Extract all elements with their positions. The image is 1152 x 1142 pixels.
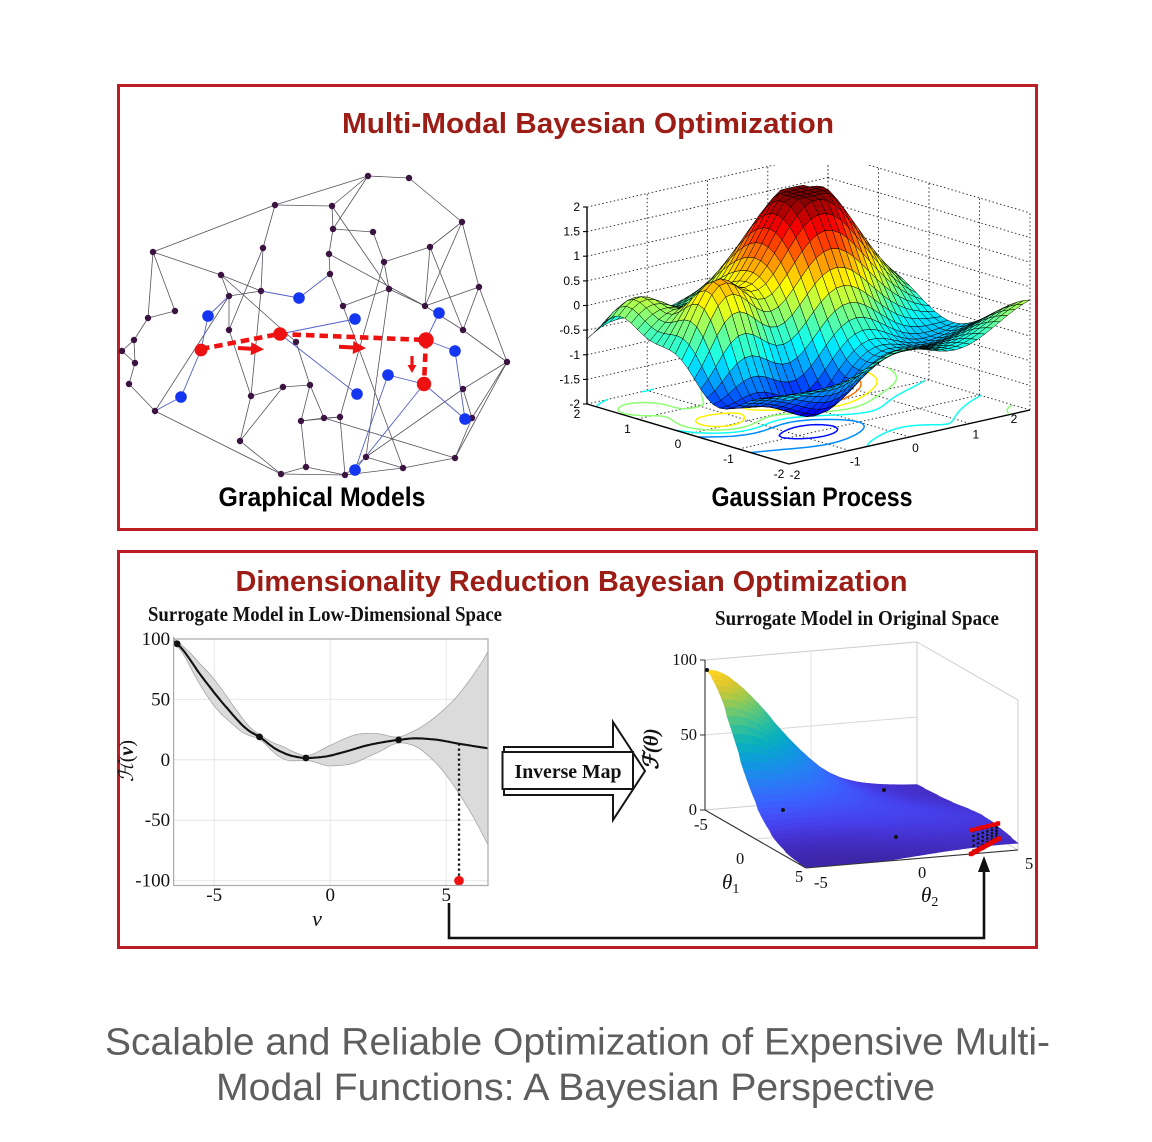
svg-text:-2: -2: [569, 397, 580, 411]
svg-text:Surrogate Model in Original Sp: Surrogate Model in Original Space: [715, 606, 999, 630]
svg-text:ℱ(θ): ℱ(θ): [639, 728, 663, 769]
svg-text:1: 1: [624, 422, 631, 436]
svg-text:Multi-Modal Bayesian Optimizat: Multi-Modal Bayesian Optimization: [342, 108, 834, 140]
svg-text:50: 50: [151, 689, 170, 710]
svg-text:Modal Functions: A Bayesian Pe: Modal Functions: A Bayesian Perspective: [216, 1067, 935, 1109]
svg-text:5: 5: [1025, 854, 1033, 873]
svg-text:-100: -100: [135, 871, 170, 892]
svg-text:50: 50: [681, 725, 698, 744]
svg-text:-1: -1: [569, 348, 580, 362]
svg-text:-5: -5: [694, 815, 708, 834]
svg-text:Inverse Map: Inverse Map: [515, 761, 622, 783]
svg-text:0: 0: [918, 863, 926, 882]
svg-text:0: 0: [161, 750, 171, 771]
svg-text:0: 0: [689, 800, 697, 819]
svg-text:-5: -5: [814, 873, 828, 892]
svg-text:Scalable and Reliable Optimiza: Scalable and Reliable Optimization of Ex…: [105, 1022, 1050, 1064]
svg-text:v: v: [312, 906, 322, 930]
svg-text:-2: -2: [774, 467, 785, 481]
svg-text:5: 5: [441, 885, 451, 906]
svg-text:0: 0: [736, 849, 744, 868]
svg-text:0: 0: [573, 299, 580, 313]
svg-text:0.5: 0.5: [563, 274, 580, 288]
svg-text:100: 100: [672, 650, 697, 669]
svg-text:100: 100: [142, 629, 171, 650]
svg-text:-1.5: -1.5: [560, 372, 580, 386]
svg-text:2: 2: [573, 200, 580, 214]
svg-text:0: 0: [325, 885, 335, 906]
svg-text:0: 0: [675, 437, 682, 451]
svg-text:-5: -5: [206, 885, 222, 906]
svg-text:1: 1: [972, 428, 979, 442]
svg-text:Dimensionality Reduction Bayes: Dimensionality Reduction Bayesian Optimi…: [236, 566, 908, 598]
svg-text:1.5: 1.5: [563, 225, 580, 239]
svg-text:-1: -1: [723, 452, 734, 466]
svg-text:Gaussian Process: Gaussian Process: [712, 482, 913, 512]
svg-text:-0.5: -0.5: [560, 323, 580, 337]
svg-text:-2: -2: [790, 468, 801, 482]
svg-text:-50: -50: [145, 810, 170, 831]
svg-text:1: 1: [573, 249, 580, 263]
svg-text:Surrogate Model in Low-Dimensi: Surrogate Model in Low-Dimensional Space: [148, 602, 502, 626]
svg-text:ℋ(v): ℋ(v): [116, 740, 138, 782]
svg-text:0: 0: [912, 441, 919, 455]
svg-text:2: 2: [1011, 412, 1018, 426]
svg-text:Graphical Models: Graphical Models: [219, 482, 426, 512]
svg-text:-1: -1: [850, 455, 861, 469]
svg-text:5: 5: [795, 867, 803, 886]
svg-text:2: 2: [574, 407, 581, 421]
